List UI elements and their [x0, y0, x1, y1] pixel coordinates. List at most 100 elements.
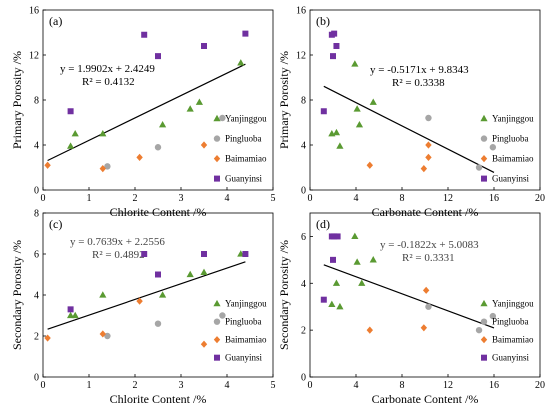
data-point-pingluoba — [489, 312, 497, 320]
data-point-pingluoba — [425, 303, 432, 310]
data-point-yanjinggou — [336, 302, 344, 310]
legend-marker-yanjinggou — [480, 114, 488, 122]
regression-equation: y = -0.5171x + 9.8343 — [370, 64, 469, 76]
data-point-guanyinsi — [320, 296, 327, 303]
data-point-guanyinsi — [331, 30, 338, 37]
x-tick-label: 4 — [225, 380, 230, 391]
data-point-guanyinsi — [242, 251, 249, 257]
regression-equation: y = -0.1822x + 5.0083 — [380, 239, 479, 251]
y-tick-label: 12 — [296, 51, 306, 62]
x-tick-label: 4 — [354, 380, 359, 391]
x-tick-label: 20 — [535, 193, 545, 204]
y-tick-label: 0 — [301, 186, 306, 197]
legend-marker-pingluoba — [480, 135, 488, 142]
data-point-pingluoba — [475, 164, 483, 171]
data-point-guanyinsi — [330, 53, 336, 60]
trend-line — [323, 85, 495, 173]
data-point-baimamiao — [99, 165, 106, 173]
legend-marker-baimamiao — [480, 336, 488, 344]
data-point-pingluoba — [104, 332, 111, 340]
data-point-pingluoba — [489, 144, 497, 151]
data-point-baimamiao — [200, 340, 208, 348]
data-point-yanjinggou — [353, 258, 361, 265]
y-tick-label: 12 — [29, 51, 39, 62]
y-tick-label: 4 — [301, 141, 306, 152]
panel-label: (c) — [49, 217, 62, 231]
data-point-guanyinsi — [242, 30, 249, 37]
data-point-yanjinggou — [99, 291, 107, 298]
data-point-guanyinsi — [155, 271, 161, 278]
regression-equation: y = 1.9902x + 2.4249 — [60, 63, 155, 75]
y-tick-label: 16 — [29, 6, 39, 17]
legend-marker-guanyinsi — [214, 354, 220, 361]
y-tick-label: 2 — [301, 326, 306, 337]
r-squared: R² = 0.3331 — [402, 252, 455, 264]
legend-marker-yanjinggou — [213, 299, 221, 307]
data-point-pingluoba — [104, 163, 111, 170]
legend-marker-baimamiao — [213, 155, 221, 163]
legend-label-pingluoba: Pingluoba — [492, 134, 529, 144]
data-point-baimamiao — [99, 330, 106, 338]
x-tick-label: 8 — [400, 380, 405, 391]
legend-marker-guanyinsi — [481, 354, 487, 361]
x-tick-label: 3 — [179, 193, 184, 204]
legend-marker-pingluoba — [480, 318, 488, 325]
x-tick-label: 0 — [308, 193, 313, 204]
data-point-yanjinggou — [71, 129, 79, 137]
legend-marker-baimamiao — [480, 155, 488, 163]
data-point-guanyinsi — [201, 43, 207, 49]
legend-label-pingluoba: Pingluoba — [492, 317, 529, 327]
x-tick-label: 4 — [354, 193, 359, 204]
data-point-guanyinsi — [201, 251, 207, 257]
y-tick-label: 6 — [301, 232, 306, 243]
legend-label-guanyinsi: Guanyinsi — [225, 353, 262, 363]
x-tick-label: 3 — [179, 380, 184, 391]
y-tick-label: 16 — [296, 6, 306, 17]
data-point-pingluoba — [425, 114, 432, 122]
data-point-yanjinggou — [67, 311, 75, 319]
data-point-pingluoba — [475, 326, 483, 334]
y-tick-label: 8 — [301, 96, 306, 107]
panel-label: (a) — [49, 14, 62, 28]
legend-marker-guanyinsi — [214, 175, 220, 182]
data-point-baimamiao — [366, 161, 373, 169]
data-point-yanjinggou — [237, 59, 245, 66]
regression-equation: y = 0.7639x + 2.2556 — [70, 236, 165, 248]
legend-label-baimamiao: Baimamiao — [492, 154, 534, 164]
data-point-baimamiao — [136, 153, 143, 161]
x-tick-label: 12 — [443, 380, 453, 391]
panel-1: 0 4 8 12 16 20 0 4 8 12 16 Carbonate Content /% Prim… — [277, 6, 545, 220]
data-point-yanjinggou — [332, 279, 341, 286]
x-tick-label: 0 — [41, 380, 46, 391]
legend-marker-pingluoba — [213, 135, 221, 142]
data-point-baimamiao — [136, 297, 143, 305]
trend-line — [323, 264, 495, 329]
data-point-yanjinggou — [67, 142, 75, 149]
legend-label-baimamiao: Baimamiao — [225, 335, 267, 345]
legend-label-baimamiao: Baimamiao — [492, 335, 534, 345]
data-point-yanjinggou — [328, 300, 336, 307]
legend-label-baimamiao: Baimamiao — [225, 154, 267, 164]
data-point-pingluoba — [154, 320, 162, 327]
panel-3: 0 4 8 12 16 20 0 2 4 6 Carbonate Content /% Seconda… — [277, 212, 545, 406]
data-point-baimamiao — [420, 324, 428, 332]
legend-marker-yanjinggou — [213, 114, 221, 122]
y-tick-label: 8 — [34, 209, 39, 220]
legend-label-guanyinsi: Guanyinsi — [225, 174, 262, 184]
data-point-yanjinggou — [159, 291, 167, 298]
legend-label-yanjinggou: Yanjinggou — [225, 114, 267, 124]
data-point-yanjinggou — [358, 279, 366, 286]
data-point-pingluoba — [219, 114, 226, 122]
data-point-baimamiao — [422, 286, 430, 294]
legend-label-pingluoba: Pingluoba — [225, 317, 262, 327]
y-axis-title: Primary Porosity /% — [277, 51, 291, 149]
data-point-pingluoba — [219, 312, 226, 319]
data-point-yanjinggou — [353, 105, 361, 112]
trend-line — [47, 63, 246, 162]
x-tick-label: 1 — [87, 193, 92, 204]
x-axis-title: Chlorite Content /% — [110, 392, 207, 406]
data-point-yanjinggou — [200, 268, 208, 276]
legend-label-yanjinggou: Yanjinggou — [225, 299, 267, 309]
